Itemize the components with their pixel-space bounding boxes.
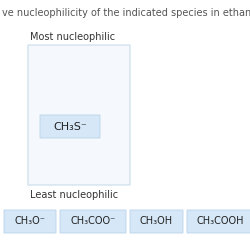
Text: CH₃OH: CH₃OH bbox=[140, 216, 173, 226]
Text: CH₃COO⁻: CH₃COO⁻ bbox=[70, 216, 116, 226]
Text: Least nucleophilic: Least nucleophilic bbox=[30, 190, 118, 200]
Text: CH₃COOH: CH₃COOH bbox=[196, 216, 244, 226]
Text: CH₃S⁻: CH₃S⁻ bbox=[53, 122, 87, 132]
FancyBboxPatch shape bbox=[130, 210, 183, 233]
FancyBboxPatch shape bbox=[187, 210, 250, 233]
Text: Most nucleophilic: Most nucleophilic bbox=[30, 32, 115, 42]
FancyBboxPatch shape bbox=[40, 115, 100, 138]
FancyBboxPatch shape bbox=[4, 210, 56, 233]
FancyBboxPatch shape bbox=[60, 210, 126, 233]
Text: ve nucleophilicity of the indicated species in ethanol.: ve nucleophilicity of the indicated spec… bbox=[2, 8, 250, 18]
FancyBboxPatch shape bbox=[28, 45, 130, 185]
Text: CH₃O⁻: CH₃O⁻ bbox=[14, 216, 46, 226]
